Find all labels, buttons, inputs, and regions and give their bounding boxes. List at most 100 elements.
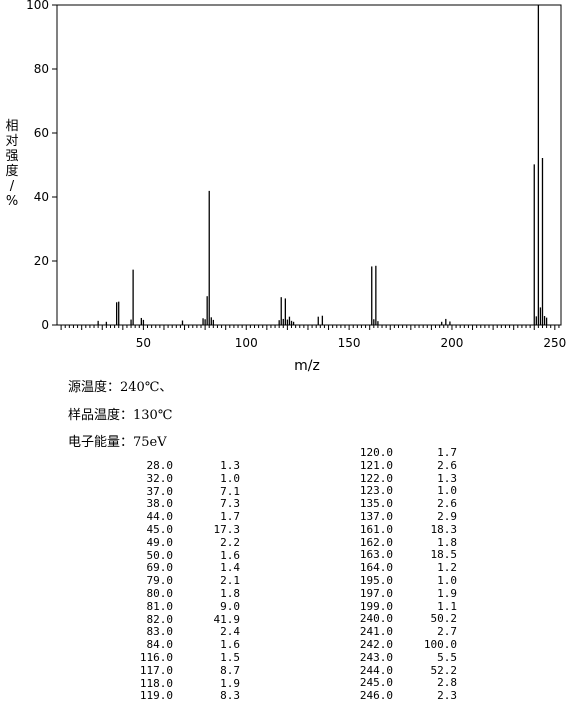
peak-abundance: 18.5 [430,548,458,562]
peak-mz: 163.0 [359,548,393,562]
peak-row: 241.0 2.7 [330,625,460,639]
peak-abundance: 52.2 [430,663,458,677]
peak-mz: 50.0 [146,548,174,562]
peak-mz: 197.0 [359,586,393,600]
peak-mz: 84.0 [146,638,174,652]
peak-mz: 83.0 [146,625,174,639]
peak-row: 242.0 100.0 [330,637,460,652]
peak-row: 121.0 2.6 [330,458,460,473]
peak-table-right: 120.0 1.7 121.0 2.6 122.0 1.3 123.0 1.0 135.0 2.6… [330,446,460,703]
peak-row: 162.0 1.8 [330,535,460,550]
peak-abundance: 1.0 [437,484,457,498]
peak-mz: 120.0 [359,446,393,459]
peak-mz: 119.0 [139,689,173,703]
peak-row: 195.0 1.0 [330,573,460,588]
y-tick-label: 60 [34,126,49,140]
peak-mz: 164.0 [359,561,393,575]
peak-row: 119.0 8.3 [110,690,240,703]
peak-abundance: 1.9 [220,676,240,690]
peak-row: 49.0 2.2 [110,535,241,550]
peak-abundance: 2.8 [437,676,457,690]
peak-abundance: 17.3 [213,522,241,536]
peak-mz: 49.0 [146,535,174,549]
peak-mz: 241.0 [359,625,393,639]
peak-abundance: 1.6 [220,548,240,562]
peak-row: 123.0 1.0 [330,485,460,498]
peak-row: 81.0 9.0 [110,600,241,614]
peak-abundance: 1.3 [220,459,240,472]
x-tick-label: 100 [235,336,258,350]
x-tick-label: 250 [543,336,566,350]
y-tick-label: 20 [34,254,49,268]
peak-table-left: 28.0 1.3 32.0 1.0 37.0 7.1 38.0 7.3 44.0 1.7 45.0 1… [110,459,241,703]
peak-mz: 240.0 [359,612,393,626]
peak-abundance: 8.7 [220,663,240,677]
peak-row: 243.0 5.5 [330,650,460,665]
plot-frame [56,4,562,326]
peak-row: 45.0 17.3 [110,522,241,537]
peak-mz: 32.0 [146,471,174,485]
plot-border [56,4,562,326]
peak-row: 164.0 1.2 [330,561,460,575]
peak-abundance: 1.7 [437,446,457,459]
peak-abundance: 1.0 [220,471,240,485]
peak-mz: 69.0 [146,561,174,575]
peak-abundance: 1.4 [220,561,240,575]
peak-mz: 199.0 [359,599,393,613]
peak-abundance: 50.2 [430,612,458,626]
peak-mz: 116.0 [139,650,173,664]
peak-row: 199.0 1.1 [330,599,460,614]
peak-abundance: 5.5 [437,650,457,664]
peak-mz: 195.0 [359,573,393,587]
peak-row: 244.0 52.2 [330,663,460,678]
peak-row: 137.0 2.9 [330,509,460,524]
peak-abundance: 2.4 [220,625,240,639]
peak-mz: 118.0 [139,676,173,690]
source-temperature-text: 源温度：240℃、 [68,380,173,395]
peak-row: 246.0 2.3 [330,689,460,703]
peak-row: 84.0 1.6 [110,638,241,652]
peak-mz: 161.0 [359,522,393,536]
peak-row: 79.0 2.1 [110,574,241,588]
peak-abundance: 1.3 [437,471,457,485]
peak-abundance: 18.3 [430,522,458,536]
peak-mz: 137.0 [359,509,393,523]
peak-abundance: 1.8 [437,535,457,549]
peak-row: 116.0 1.5 [110,650,240,665]
peak-mz: 162.0 [359,535,393,549]
peak-abundance: 41.9 [213,612,241,626]
peak-row: 69.0 1.4 [110,561,241,575]
peak-abundance: 2.3 [437,689,457,703]
electron-energy-text: 电子能量：75eV [68,435,167,450]
peak-row: 135.0 2.6 [330,497,460,511]
peak-mz: 44.0 [146,510,174,524]
peak-row: 117.0 8.7 [110,663,240,678]
y-tick-label: 40 [34,190,49,204]
peak-abundance: 8.3 [220,689,240,703]
peak-abundance: 2.2 [220,535,240,549]
peak-mz: 82.0 [146,612,174,626]
peak-row: 240.0 50.2 [330,613,460,626]
y-tick-label: 80 [34,62,49,76]
peak-mz: 135.0 [359,497,393,511]
peak-row: 80.0 1.8 [110,587,241,601]
peak-row: 245.0 2.8 [330,677,460,690]
peak-mz: 243.0 [359,650,393,664]
peak-mz: 123.0 [359,484,393,498]
peak-row: 122.0 1.3 [330,471,460,486]
y-tick-label: 0 [41,318,49,332]
peak-mz: 246.0 [359,689,393,703]
mass-spectrum-chart: 0 20 40 60 80 100 50 100 150 200 250 相对强度/% m/z [5,0,566,372]
peak-row: 44.0 1.7 [110,510,241,524]
peak-mz: 121.0 [359,458,393,472]
peak-row: 120.0 1.7 [330,446,460,460]
peak-mz: 28.0 [146,459,174,472]
peak-mz: 245.0 [359,676,393,690]
peak-abundance: 2.7 [437,625,457,639]
x-axis-label: m/z [294,358,320,372]
x-tick-label: 50 [136,336,151,350]
peak-mz: 242.0 [359,637,393,651]
peak-abundance: 2.1 [220,574,240,588]
peak-abundance: 1.1 [437,599,457,613]
x-tick-label: 200 [441,336,464,350]
